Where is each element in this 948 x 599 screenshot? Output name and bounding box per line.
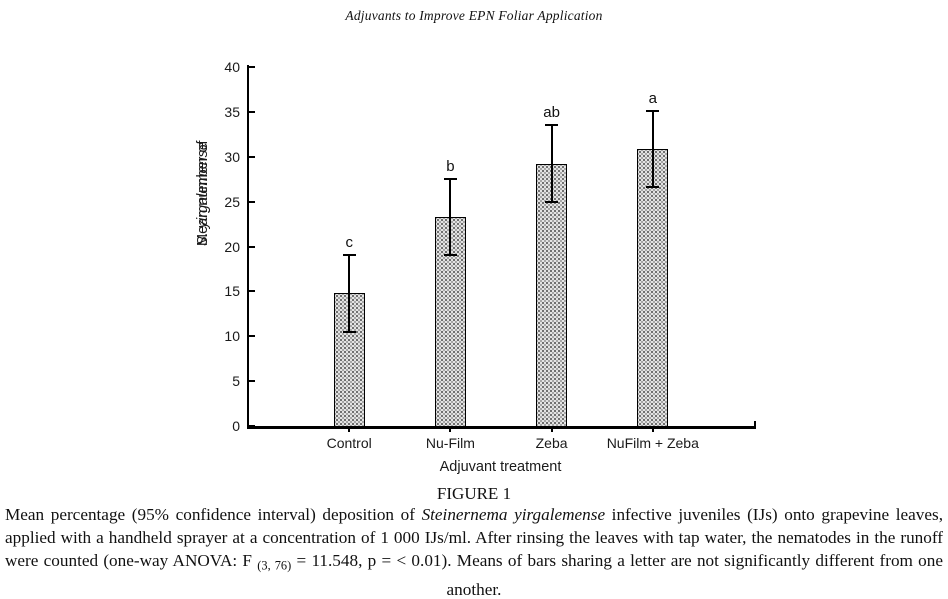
bar-zeba	[536, 163, 568, 427]
x-axis-line	[247, 426, 756, 429]
caption-segment: = 11.548, p = < 0.01). Means of bars sha…	[291, 551, 944, 599]
x-axis-end-tick	[754, 421, 756, 426]
error-bar-line-nu-film	[449, 179, 452, 256]
caption-segment: Steinernema yirgalemense	[421, 505, 606, 524]
error-bar-cap-bottom-nufilm-zeba	[646, 186, 660, 189]
y-tick	[249, 66, 255, 68]
y-axis-line	[247, 65, 249, 429]
x-tick-control	[348, 429, 351, 432]
y-tick-label: 25	[224, 193, 240, 210]
error-bar-cap-top-control	[342, 254, 356, 257]
significance-letter-nu-film: b	[446, 158, 455, 176]
x-tick-nufilm-zeba	[651, 429, 654, 432]
y-tick-label: 40	[224, 59, 240, 75]
y-tick-label: 15	[224, 283, 240, 300]
caption-segment: (3, 76)	[257, 558, 292, 573]
y-tick-label: 20	[224, 238, 240, 255]
y-tick	[249, 200, 255, 203]
error-bar-cap-top-nufilm-zeba	[646, 109, 660, 112]
x-tick-nu-film	[449, 429, 452, 432]
error-bar-cap-bottom-nu-film	[443, 254, 457, 257]
y-tick	[249, 110, 255, 113]
bar-chart: 0 5 10 15 20 25 30 35 40 c Control b Nu-Film ab Zeba a N…	[195, 59, 756, 475]
y-tick-label: 10	[224, 328, 240, 345]
y-tick	[249, 155, 255, 158]
y-tick	[249, 380, 255, 383]
error-bar-cap-top-zeba	[545, 124, 559, 127]
caption-segment: infective juveniles (IJs) onto grapevine…	[5, 505, 943, 571]
y-axis-title: Mean number of S. yirgalemense	[195, 86, 213, 406]
y-tick-label: 35	[224, 103, 240, 120]
y-axis-title-segment: S. yirgalemense	[195, 141, 211, 246]
y-tick-label: 5	[232, 373, 240, 390]
significance-letter-zeba: ab	[543, 104, 560, 122]
y-tick-label: 0	[232, 418, 240, 434]
running-head: Adjuvants to Improve EPN Foliar Applicat…	[345, 8, 603, 23]
significance-letter-control: c	[345, 234, 353, 252]
error-bar-line-nufilm-zeba	[651, 110, 654, 188]
x-tick-label-nufilm-zeba: NuFilm + Zeba	[606, 435, 699, 451]
x-tick-label-nu-film: Nu-Film	[425, 435, 475, 451]
x-tick-label-control: Control	[326, 435, 372, 451]
bar-nu-film	[434, 216, 466, 427]
figure-label: FIGURE 1	[436, 484, 512, 503]
caption-segment: Mean percentage (95% confidence interval…	[5, 505, 422, 524]
y-tick	[249, 290, 255, 293]
error-bar-line-control	[348, 255, 351, 332]
figure-caption: Mean percentage (95% confidence interval…	[0, 503, 948, 599]
y-tick-label: 30	[224, 148, 240, 165]
y-tick	[249, 245, 255, 248]
bar-nufilm-zeba	[637, 148, 669, 427]
x-tick-label-zeba: Zeba	[535, 435, 568, 451]
error-bar-cap-bottom-zeba	[545, 200, 559, 203]
x-tick-zeba	[550, 429, 553, 432]
significance-letter-nufilm-zeba: a	[648, 89, 657, 107]
error-bar-cap-bottom-control	[342, 330, 356, 333]
error-bar-line-zeba	[550, 125, 553, 202]
y-tick	[249, 425, 255, 427]
y-tick	[249, 335, 255, 338]
x-axis-title: Adjuvant treatment	[439, 459, 562, 475]
error-bar-cap-top-nu-film	[443, 178, 457, 181]
